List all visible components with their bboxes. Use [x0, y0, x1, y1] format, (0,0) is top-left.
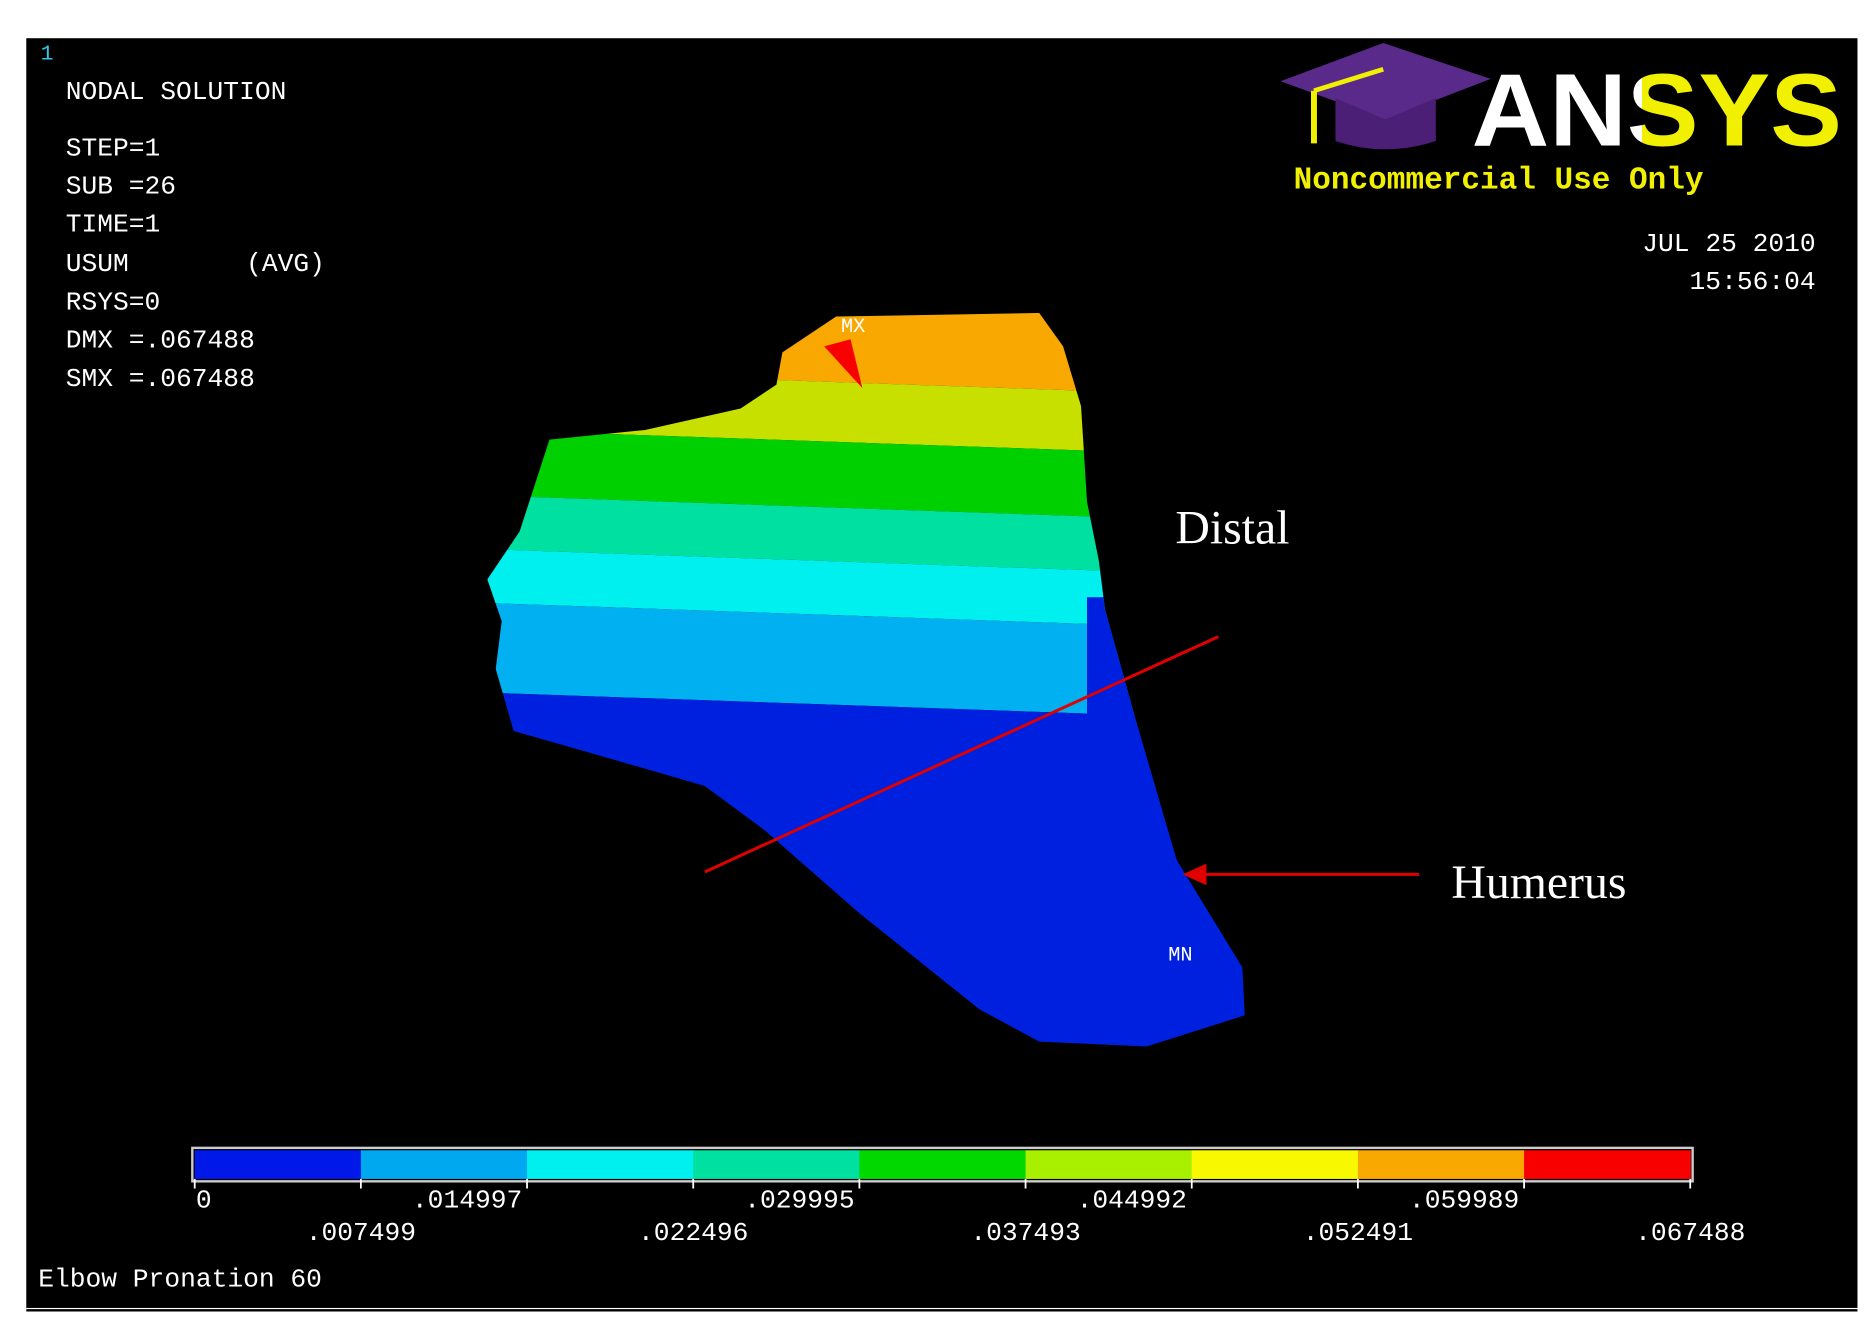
legend-label: .067488 — [1635, 1218, 1745, 1248]
legend-color — [1025, 1150, 1193, 1179]
legend-color — [1524, 1150, 1691, 1179]
legend-label: .044992 — [1077, 1186, 1187, 1216]
legend-label: 0 — [196, 1186, 212, 1216]
info: RSYS=0 — [66, 287, 161, 317]
info: TIME=1 — [66, 210, 161, 240]
step-number: 1 — [41, 43, 54, 67]
title: NODAL SOLUTION — [66, 77, 287, 107]
legend-label: .022496 — [638, 1218, 748, 1248]
legend: 0 .007499.014997 .022496.029995 .037493.044… — [191, 1146, 1745, 1248]
cap-top — [1280, 43, 1491, 120]
info: SMX =.067488 — [66, 364, 255, 394]
legend-color — [693, 1150, 860, 1179]
legend-label: .007499 — [306, 1218, 416, 1248]
info: DMX =.067488 — [66, 326, 255, 356]
legend-color — [1357, 1150, 1525, 1179]
tassel-cord — [1313, 66, 1384, 94]
logo-notice: Noncommercial Use Only — [1294, 164, 1704, 199]
legend-color — [194, 1150, 362, 1179]
date: JUL 25 2010 — [1642, 229, 1815, 259]
max-label: MX — [841, 316, 865, 339]
legend-label: .052491 — [1303, 1218, 1413, 1248]
arrow-head — [1182, 863, 1207, 886]
legend-label: .037493 — [970, 1218, 1080, 1248]
section-line — [704, 635, 1220, 874]
legend-label: .059989 — [1409, 1186, 1519, 1216]
info: STEP=1 — [66, 133, 161, 163]
legend-color — [360, 1150, 528, 1179]
legend-color — [527, 1150, 694, 1179]
min-label: MN — [1168, 944, 1192, 967]
legend-label: .014997 — [412, 1186, 522, 1216]
info: USUM — [66, 249, 129, 279]
max-region — [824, 339, 863, 389]
legend-label: .029995 — [744, 1186, 854, 1216]
info: SUB =26 — [66, 172, 176, 202]
legend-frame — [191, 1146, 1694, 1183]
time: 15:56:04 — [1690, 267, 1816, 297]
legend-color — [1191, 1150, 1359, 1179]
legend-color — [859, 1150, 1027, 1179]
cap-base — [1335, 97, 1436, 150]
logo-name: ANSYS — [1472, 53, 1842, 168]
info: (AVG) — [246, 249, 325, 279]
caption: Elbow Pronation 60 — [38, 1264, 322, 1294]
logo: ANSYS Noncommercial Use Only — [1280, 43, 1842, 199]
annotation: Distal — [1175, 501, 1289, 554]
annotation: Humerus — [1451, 856, 1626, 909]
